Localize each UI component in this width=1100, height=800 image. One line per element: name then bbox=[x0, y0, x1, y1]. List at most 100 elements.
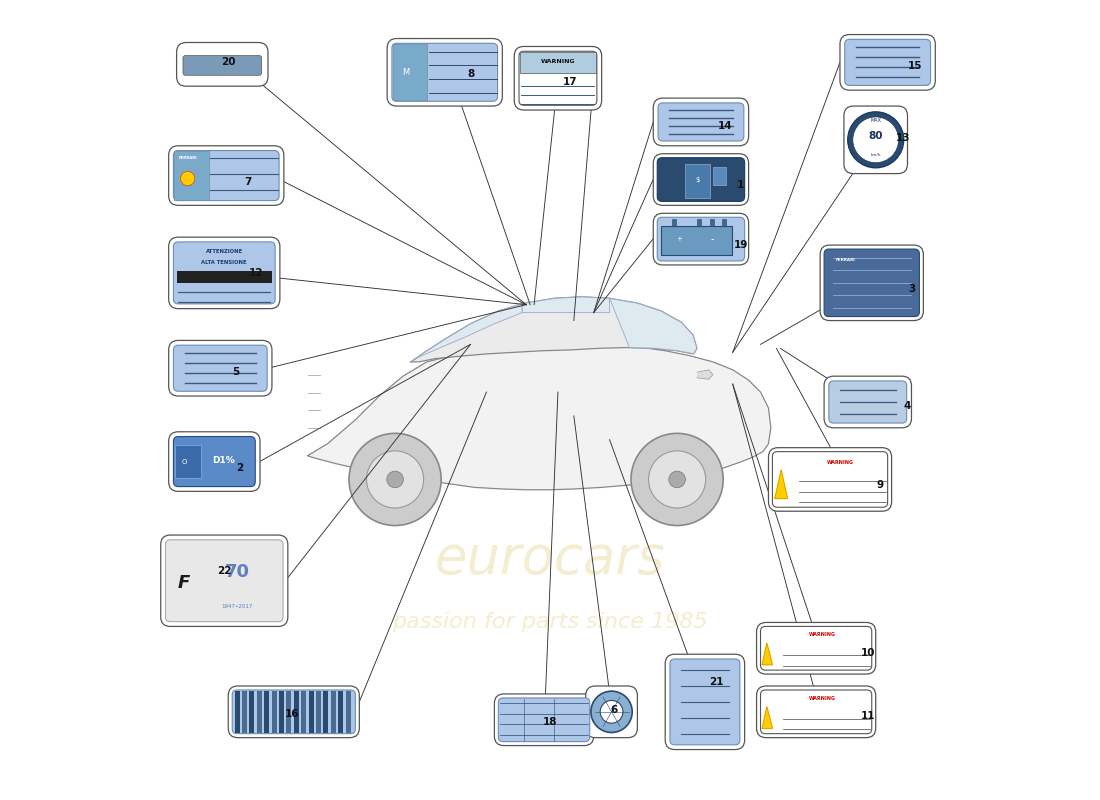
Text: M: M bbox=[403, 68, 410, 77]
FancyBboxPatch shape bbox=[670, 659, 740, 745]
Bar bbox=[279, 690, 284, 733]
Bar bbox=[256, 690, 262, 733]
Circle shape bbox=[669, 471, 685, 488]
Bar bbox=[713, 166, 726, 185]
FancyBboxPatch shape bbox=[232, 690, 355, 734]
Text: 6: 6 bbox=[609, 705, 617, 715]
FancyBboxPatch shape bbox=[168, 146, 284, 206]
Text: 80: 80 bbox=[869, 130, 883, 141]
Text: FERRARI: FERRARI bbox=[178, 156, 197, 160]
Bar bbox=[672, 219, 676, 226]
Bar bbox=[242, 690, 246, 733]
Circle shape bbox=[366, 451, 424, 508]
FancyBboxPatch shape bbox=[165, 540, 283, 622]
FancyBboxPatch shape bbox=[392, 43, 497, 102]
Text: 7: 7 bbox=[244, 177, 252, 186]
Text: passion for parts since 1985: passion for parts since 1985 bbox=[393, 613, 707, 633]
Bar bbox=[177, 271, 272, 283]
Text: eurocars: eurocars bbox=[434, 533, 666, 585]
Bar bbox=[272, 690, 276, 733]
Text: 8: 8 bbox=[466, 70, 474, 79]
Text: O: O bbox=[182, 458, 187, 465]
Text: WARNING: WARNING bbox=[540, 59, 575, 64]
Bar bbox=[661, 226, 733, 254]
FancyBboxPatch shape bbox=[658, 103, 744, 141]
Bar bbox=[685, 164, 711, 198]
FancyBboxPatch shape bbox=[840, 34, 935, 90]
Bar bbox=[722, 219, 726, 226]
Text: ATTENZIONE: ATTENZIONE bbox=[206, 249, 243, 254]
FancyBboxPatch shape bbox=[769, 448, 892, 511]
FancyBboxPatch shape bbox=[824, 376, 912, 428]
FancyBboxPatch shape bbox=[161, 535, 288, 626]
Circle shape bbox=[591, 691, 632, 733]
Polygon shape bbox=[411, 297, 697, 362]
Text: 4: 4 bbox=[904, 401, 911, 410]
Text: D1%: D1% bbox=[212, 456, 235, 465]
Text: WARNING: WARNING bbox=[826, 461, 854, 466]
Text: 5: 5 bbox=[232, 367, 240, 377]
FancyBboxPatch shape bbox=[772, 452, 888, 507]
Text: $: $ bbox=[695, 177, 700, 182]
Polygon shape bbox=[762, 643, 772, 665]
FancyBboxPatch shape bbox=[515, 46, 602, 110]
FancyBboxPatch shape bbox=[174, 437, 255, 486]
Bar bbox=[301, 690, 306, 733]
FancyBboxPatch shape bbox=[168, 341, 272, 396]
Polygon shape bbox=[609, 298, 697, 354]
Circle shape bbox=[848, 112, 904, 168]
Bar bbox=[286, 690, 292, 733]
Text: 15: 15 bbox=[909, 62, 923, 71]
FancyBboxPatch shape bbox=[168, 432, 260, 491]
Text: FERRARI: FERRARI bbox=[836, 258, 856, 262]
FancyBboxPatch shape bbox=[174, 151, 209, 200]
FancyBboxPatch shape bbox=[757, 686, 876, 738]
FancyBboxPatch shape bbox=[519, 51, 597, 106]
Polygon shape bbox=[411, 303, 522, 362]
FancyBboxPatch shape bbox=[666, 654, 745, 750]
Circle shape bbox=[180, 171, 195, 186]
Text: WARNING: WARNING bbox=[808, 632, 836, 638]
Bar bbox=[323, 690, 328, 733]
Text: 10: 10 bbox=[860, 648, 875, 658]
Text: 13: 13 bbox=[896, 133, 911, 143]
FancyBboxPatch shape bbox=[821, 245, 923, 321]
Bar bbox=[338, 690, 343, 733]
Polygon shape bbox=[522, 297, 609, 313]
Bar bbox=[294, 690, 299, 733]
FancyBboxPatch shape bbox=[586, 686, 637, 738]
FancyBboxPatch shape bbox=[498, 698, 590, 742]
FancyBboxPatch shape bbox=[177, 42, 268, 86]
Bar bbox=[710, 219, 714, 226]
FancyBboxPatch shape bbox=[829, 381, 906, 423]
Bar bbox=[316, 690, 321, 733]
Polygon shape bbox=[697, 370, 713, 379]
Text: 14: 14 bbox=[717, 121, 733, 131]
Text: WARNING: WARNING bbox=[808, 696, 836, 701]
FancyBboxPatch shape bbox=[168, 237, 279, 309]
Circle shape bbox=[649, 451, 706, 508]
Polygon shape bbox=[762, 706, 772, 728]
Text: 2: 2 bbox=[236, 462, 244, 473]
FancyBboxPatch shape bbox=[653, 98, 749, 146]
Circle shape bbox=[349, 434, 441, 526]
FancyBboxPatch shape bbox=[658, 158, 745, 202]
Text: 12: 12 bbox=[249, 268, 263, 278]
Text: MAX: MAX bbox=[870, 118, 881, 123]
Circle shape bbox=[601, 701, 623, 723]
Polygon shape bbox=[308, 342, 771, 490]
Bar bbox=[345, 690, 351, 733]
Text: -: - bbox=[711, 234, 714, 244]
Bar bbox=[175, 446, 200, 478]
Bar bbox=[331, 690, 335, 733]
FancyBboxPatch shape bbox=[760, 626, 872, 670]
FancyBboxPatch shape bbox=[494, 694, 594, 746]
Text: 21: 21 bbox=[710, 677, 724, 687]
Text: +: + bbox=[675, 236, 682, 242]
Bar bbox=[309, 690, 313, 733]
Text: 9: 9 bbox=[876, 480, 883, 490]
Text: 17: 17 bbox=[562, 78, 578, 87]
Circle shape bbox=[387, 471, 404, 488]
FancyBboxPatch shape bbox=[393, 44, 427, 101]
Text: 22: 22 bbox=[217, 566, 231, 576]
